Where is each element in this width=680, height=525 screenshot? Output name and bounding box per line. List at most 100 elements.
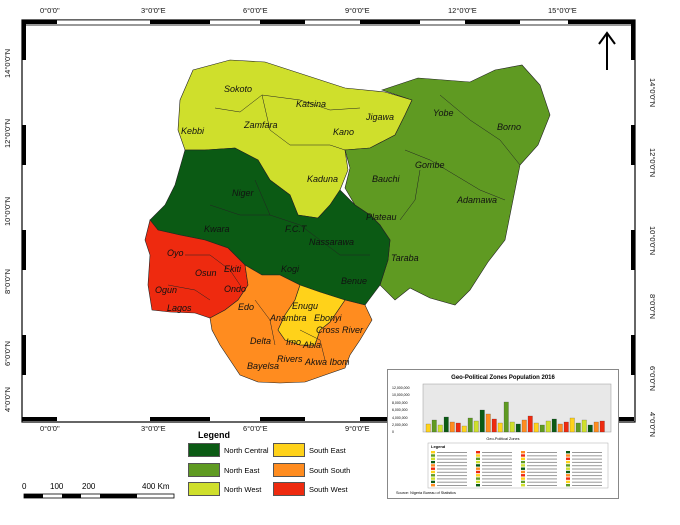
state-label: F.C.T <box>285 224 308 234</box>
inset-bar <box>533 422 539 433</box>
inset-bar <box>461 425 467 433</box>
inset-legend-swatch <box>431 477 435 480</box>
inset-legend-swatch <box>476 467 480 470</box>
inset-legend-swatch <box>521 484 525 487</box>
state-label: Yobe <box>433 108 454 118</box>
inset-y-ticks: 12,000,000 10,000,000 8,000,000 6,000,00… <box>392 386 410 434</box>
inset-legend-line <box>527 465 557 467</box>
inset-bar <box>587 424 593 433</box>
legend-item-north-west: North West <box>188 482 261 496</box>
inset-bar <box>437 424 443 433</box>
inset-legend-swatch <box>476 470 480 474</box>
north-arrow-icon <box>598 31 616 70</box>
zone-polygons <box>144 59 551 384</box>
lat-label: 14°0'0"N <box>648 78 657 107</box>
lon-label: 15°0'0"E <box>548 6 577 15</box>
inset-legend-swatch <box>476 454 480 457</box>
lat-label: 10°0'0"N <box>3 197 12 226</box>
inset-bar <box>569 417 575 433</box>
legend-item-north-central: North Central <box>188 443 269 457</box>
population-inset-chart: Geo-Political Zones Population 2016 12,0… <box>387 369 619 499</box>
state-label: Kwara <box>204 224 230 234</box>
state-label: Akwa Ibom <box>304 357 350 367</box>
state-label: Katsina <box>296 99 326 109</box>
inset-legend-line <box>527 475 557 477</box>
scale-label: 0 <box>22 482 27 491</box>
lat-label: 6°0'0"N <box>648 366 657 391</box>
lon-label: 3°0'0"E <box>141 424 166 433</box>
inset-legend-swatch <box>566 460 570 464</box>
legend-swatch <box>273 463 305 477</box>
inset-legend-swatch <box>521 470 525 474</box>
inset-bar <box>425 423 431 433</box>
inset-y-tick: 10,000,000 <box>392 393 410 397</box>
state-label: Cross River <box>316 325 364 335</box>
lon-label: 9°0'0"E <box>345 6 370 15</box>
inset-legend-line <box>572 475 602 477</box>
state-label: Abia <box>302 340 321 350</box>
inset-legend-line <box>572 458 602 460</box>
inset-source: Source: Nigeria Bureau of Statistics <box>396 491 456 495</box>
inset-legend-line <box>482 471 512 473</box>
state-label: Sokoto <box>224 84 252 94</box>
state-label: Imo <box>286 337 301 347</box>
state-label: Niger <box>232 188 255 198</box>
inset-legend-swatch <box>476 460 480 464</box>
legend-label: South South <box>309 465 351 475</box>
zone-south-east <box>277 284 346 346</box>
lat-label: 10°0'0"N <box>648 226 657 255</box>
state-label: Bauchi <box>372 174 401 184</box>
inset-legend-line <box>437 485 467 486</box>
inset-bar <box>545 420 551 433</box>
state-labels: Sokoto Katsina Jigawa Yobe Borno Kebbi Z… <box>155 84 521 371</box>
inset-legend-line <box>527 481 557 483</box>
state-label: Zamfara <box>243 120 278 130</box>
legend-swatch <box>188 443 220 457</box>
inset-bar <box>497 422 503 433</box>
inset-bar <box>563 421 569 433</box>
inset-title: Geo-Political Zones Population 2016 <box>451 375 555 381</box>
legend-title: Legend <box>198 430 231 440</box>
lat-label: 4°0'0"N <box>3 387 12 412</box>
inset-legend-swatch <box>431 474 435 477</box>
inset-legend-swatch <box>431 451 435 454</box>
inset-legend-swatch <box>431 457 435 460</box>
state-label: Taraba <box>391 253 419 263</box>
lon-label: 3°0'0"E <box>141 6 166 15</box>
inset-legend-swatch <box>521 460 525 464</box>
state-label: Kogi <box>281 264 300 274</box>
inset-bar <box>491 418 497 433</box>
inset-legend-line <box>482 455 512 457</box>
inset-y-tick: 0 <box>392 430 394 434</box>
scale-label: 100 <box>50 482 64 491</box>
state-label: Oyo <box>167 248 184 258</box>
inset-legend-swatch <box>476 474 480 477</box>
inset-legend-line <box>482 465 512 467</box>
inset-legend-swatch <box>476 457 480 460</box>
inset-y-tick: 12,000,000 <box>392 386 410 390</box>
lat-label: 8°0'0"N <box>3 269 12 294</box>
lat-labels: 14°0'0"N 12°0'0"N 10°0'0"N 8°0'0"N 6°0'0… <box>3 49 657 437</box>
inset-legend-swatch <box>566 457 570 460</box>
lon-label: 0°0'0" <box>40 6 60 15</box>
legend-swatch <box>188 463 220 477</box>
legend-label: South East <box>309 445 346 455</box>
state-label: Osun <box>195 268 217 278</box>
inset-legend-line <box>572 471 602 473</box>
inset-bar <box>551 418 557 433</box>
inset-legend-line <box>437 452 467 453</box>
state-label: Rivers <box>277 354 303 364</box>
inset-bar <box>509 421 515 433</box>
inset-legend-line <box>527 478 557 480</box>
state-label: Plateau <box>366 212 397 222</box>
inset-y-tick: 8,000,000 <box>392 401 408 405</box>
lon-label: 12°0'0"E <box>448 6 477 15</box>
lon-label: 0°0'0" <box>40 424 60 433</box>
legend-item-south-east: South East <box>273 443 346 457</box>
state-boundaries <box>167 94 521 361</box>
inset-bar <box>449 421 455 433</box>
inset-legend-swatch <box>431 464 435 467</box>
inset-bar <box>485 413 491 433</box>
inset-legend-line <box>437 481 467 483</box>
inset-legend-swatch <box>431 454 435 457</box>
